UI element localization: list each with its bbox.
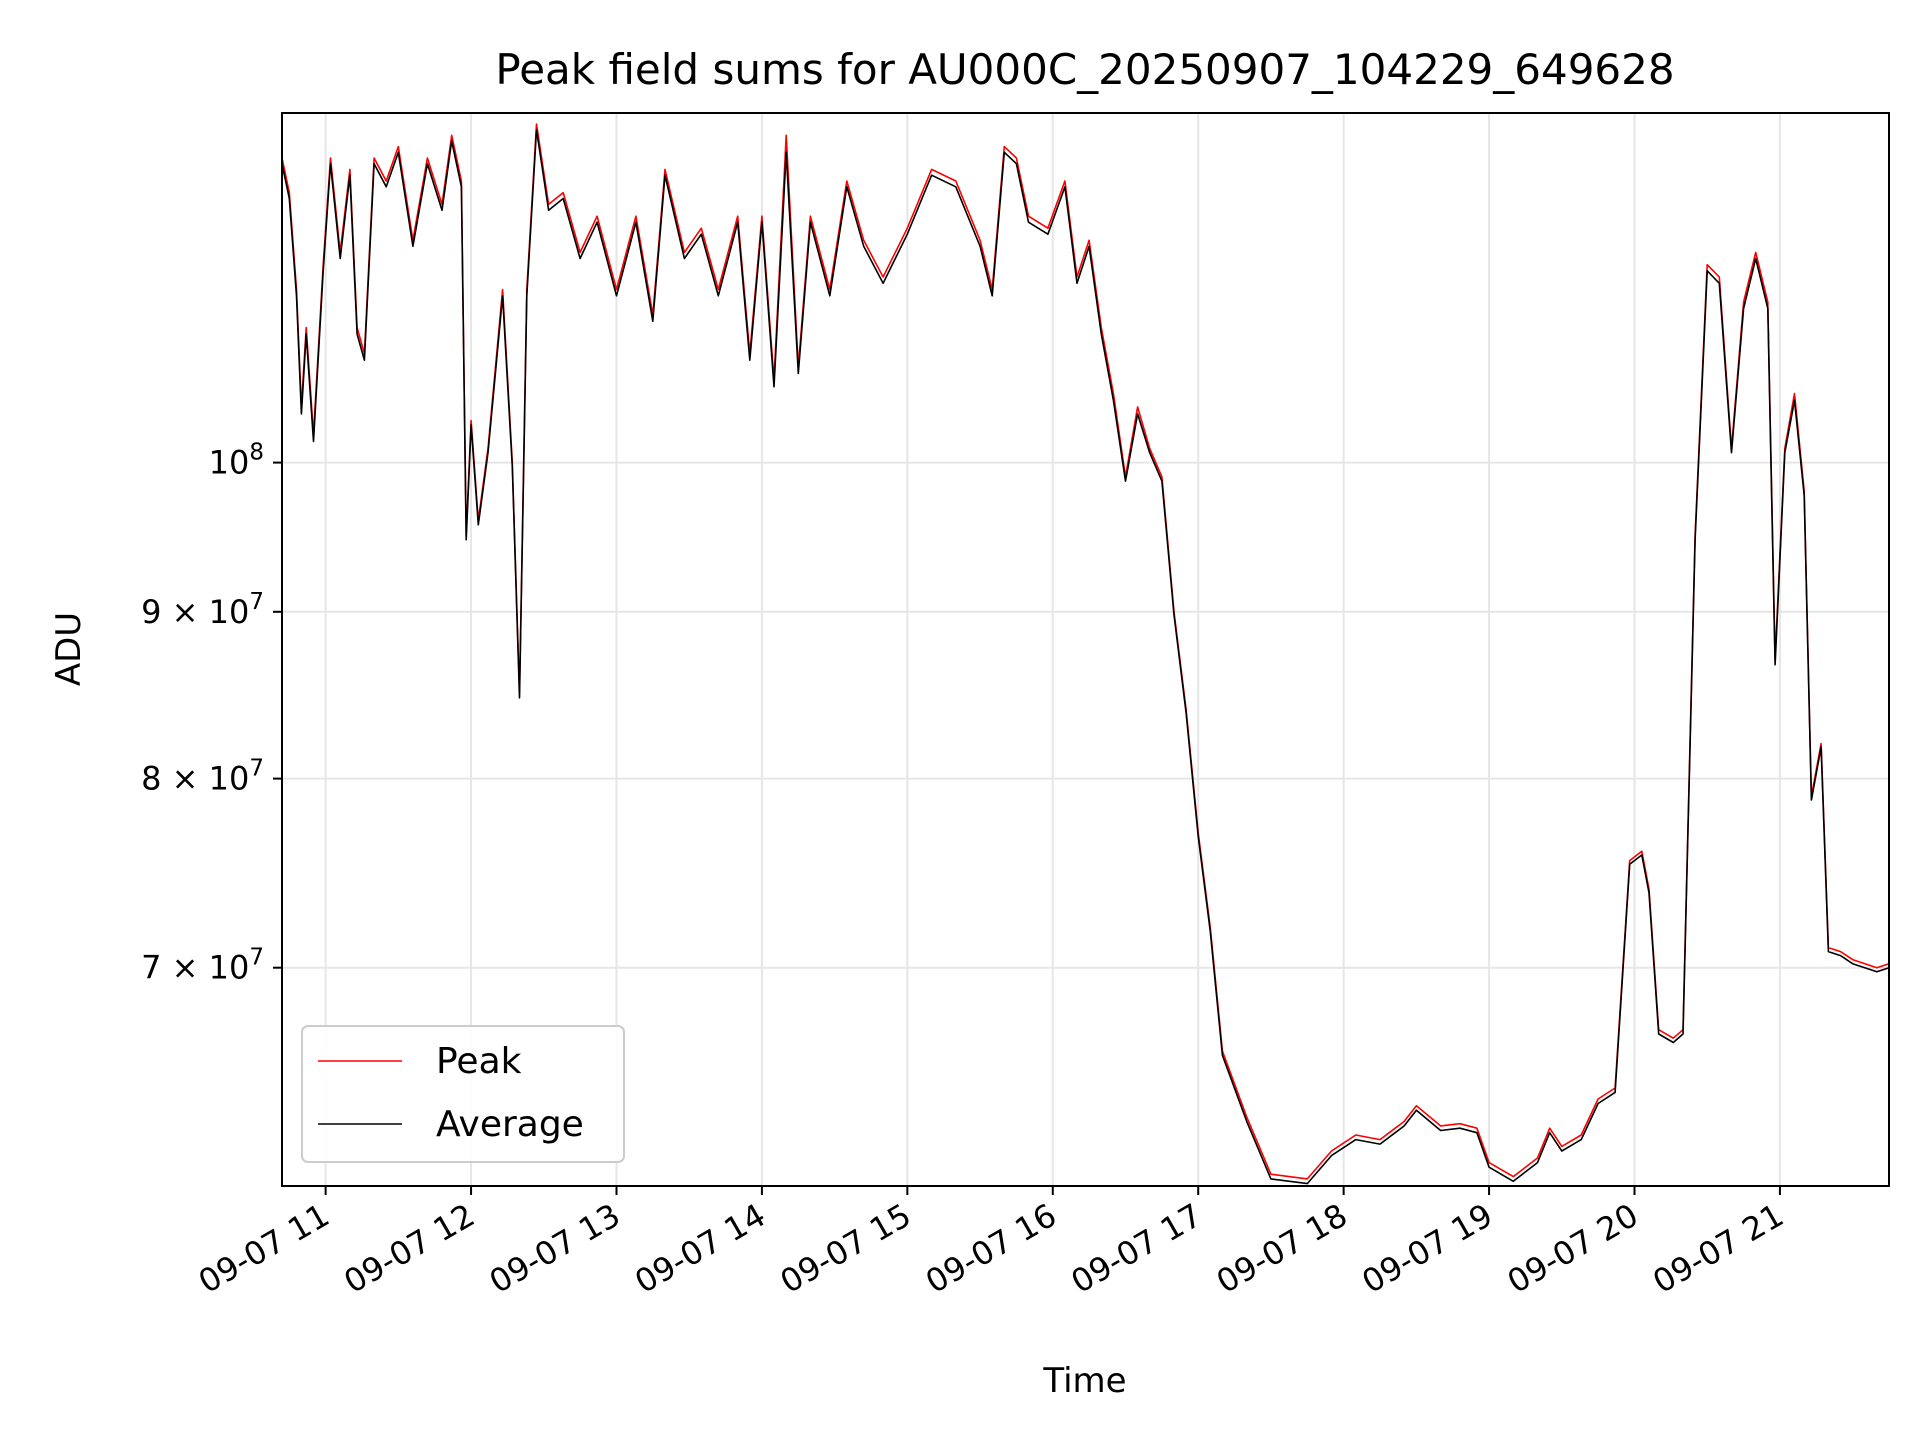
legend-label-peak: Peak (436, 1041, 522, 1082)
y-tick-label: 8 × 107 (141, 756, 264, 798)
legend: Peak Average (301, 1025, 625, 1163)
y-tick-label: 9 × 107 (141, 589, 264, 631)
chart-title: Peak field sums for AU000C_20250907_1042… (495, 45, 1674, 94)
legend-label-average: Average (436, 1104, 584, 1145)
x-axis-label: Time (1042, 1361, 1126, 1401)
grid (282, 113, 1889, 1186)
series-line-average (281, 128, 1890, 1185)
legend-box (301, 1025, 625, 1163)
y-axis-label: ADU (49, 612, 89, 686)
plot-frame (281, 112, 1890, 1187)
y-tick-label: 7 × 107 (141, 945, 264, 987)
series-layer (281, 123, 1890, 1185)
